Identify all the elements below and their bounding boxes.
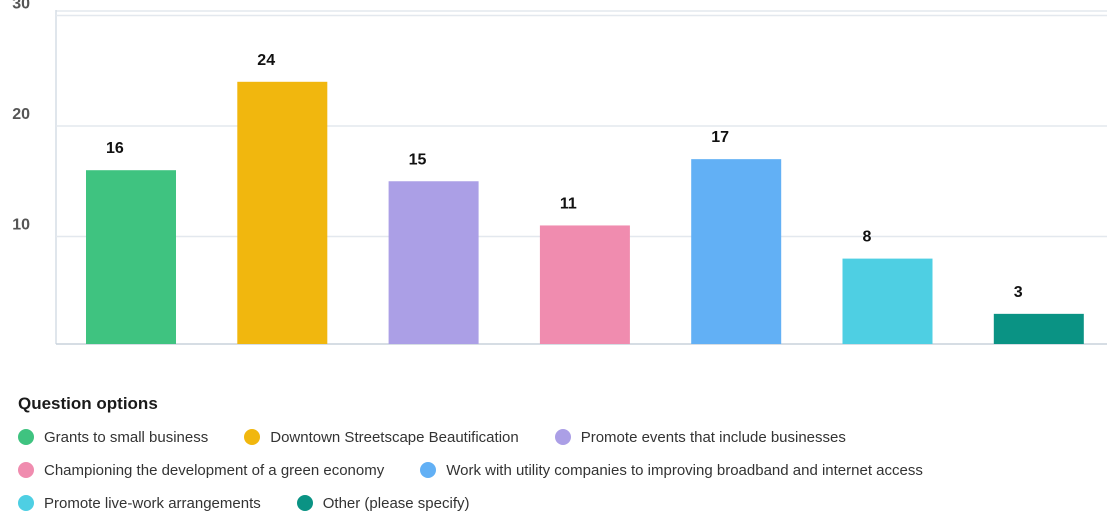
bar-chart: 10 20 30 16 24 15 11 17 8 3 <box>12 0 1107 345</box>
legend-swatch-icon <box>18 429 34 445</box>
bar <box>842 258 933 344</box>
y-tick-label: 10 <box>12 217 30 234</box>
bar <box>237 81 328 345</box>
bar-data-label: 11 <box>560 195 577 212</box>
y-tick-label: 20 <box>12 106 30 123</box>
bar-data-label: 3 <box>1014 284 1023 301</box>
bar <box>539 225 630 344</box>
legend-label: Championing the development of a green e… <box>44 461 385 479</box>
legend-row: Championing the development of a green e… <box>18 459 1098 481</box>
legend-item: Promote live-work arrangements <box>18 495 261 512</box>
bar <box>388 181 479 344</box>
legend-item: Promote events that include businesses <box>554 428 846 446</box>
bar-data-label: 24 <box>257 52 275 69</box>
legend-label: Promote events that include businesses <box>580 428 846 446</box>
bar-data-label: 8 <box>863 229 872 246</box>
legend-row: Grants to small business Downtown Streets… <box>18 426 1098 448</box>
legend-item: Championing the development of a green e… <box>18 462 384 479</box>
y-tick-label: 30 <box>12 0 30 13</box>
bar-data-label: 16 <box>106 140 124 157</box>
legend-swatch-icon <box>18 495 34 511</box>
bar <box>86 170 176 344</box>
legend-label: Work with utility companies to improving… <box>446 461 923 479</box>
legend-row: Promote live-work arrangements Other (ple… <box>18 492 1098 514</box>
legend-swatch-icon <box>18 462 34 478</box>
legend-item: Downtown Streetscape Beautification <box>244 428 519 446</box>
legend-item: Work with utility companies to improving… <box>420 462 923 479</box>
bar <box>993 313 1084 344</box>
legend-item: Grants to small business <box>18 429 208 446</box>
legend-label: Grants to small business <box>44 428 209 446</box>
legend-swatch-icon <box>554 429 571 445</box>
legend-title: Question options <box>18 394 158 413</box>
legend-rows: Grants to small business Downtown Streets… <box>18 426 1098 514</box>
bar-data-label: 15 <box>409 151 427 168</box>
legend-item: Other (please specify) <box>296 494 470 512</box>
legend-label: Other (please specify) <box>322 494 470 512</box>
legend-label: Promote live-work arrangements <box>44 494 261 512</box>
legend-swatch-icon <box>420 462 437 478</box>
legend: Question options Grants to small busines… <box>18 394 1098 525</box>
legend-swatch-icon <box>296 495 313 511</box>
bar-data-label: 17 <box>711 129 729 146</box>
legend-label: Downtown Streetscape Beautification <box>270 428 519 446</box>
bar <box>691 159 782 344</box>
legend-swatch-icon <box>244 429 261 445</box>
